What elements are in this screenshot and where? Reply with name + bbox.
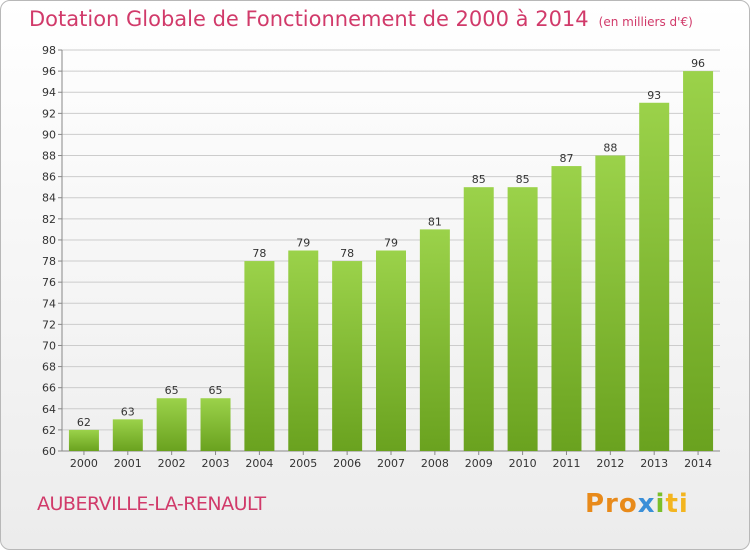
bar — [332, 261, 363, 451]
y-tick-label: 86 — [42, 171, 56, 184]
y-tick-label: 68 — [42, 361, 56, 374]
x-tick-label: 2001 — [114, 457, 142, 470]
logo-part: x — [637, 489, 656, 519]
x-tick-label: 2006 — [333, 457, 361, 470]
x-tick-label: 2003 — [202, 457, 230, 470]
bar-value-label: 85 — [472, 173, 486, 186]
bar-value-label: 78 — [252, 247, 266, 260]
bar-value-label: 63 — [121, 405, 135, 418]
bars — [68, 71, 714, 452]
bar — [112, 419, 143, 451]
bar-value-label: 65 — [165, 384, 179, 397]
bar — [683, 71, 714, 452]
x-tick-label: 2009 — [465, 457, 493, 470]
y-tick-label: 84 — [42, 192, 56, 205]
y-tick-label: 96 — [42, 65, 56, 78]
y-tick-label: 76 — [42, 276, 56, 289]
bar — [156, 398, 187, 451]
x-tick-label: 2002 — [158, 457, 186, 470]
bar — [463, 187, 494, 451]
y-tick-label: 60 — [42, 445, 56, 458]
bar-value-label: 62 — [77, 416, 91, 429]
y-tick-label: 78 — [42, 255, 56, 268]
x-tick-label: 2014 — [684, 457, 712, 470]
x-tick-label: 2008 — [421, 457, 449, 470]
bar — [376, 250, 406, 451]
x-tick-label: 2012 — [596, 457, 624, 470]
x-tick-label: 2000 — [70, 457, 98, 470]
y-tick-label: 94 — [42, 86, 56, 99]
bar-value-label: 65 — [209, 384, 223, 397]
y-tick-label: 72 — [42, 318, 56, 331]
value-labels: 62 63 65 65 78 79 78 79 81 85 85 87 88 93 96 — [77, 57, 705, 429]
x-tick-labels: 2000 2001 2002 2003 2004 2005 2006 2007 2008 2009… — [70, 457, 712, 470]
chart-subtitle: (en milliers d'€) — [598, 15, 693, 29]
y-tick-label: 90 — [42, 128, 56, 141]
bar — [68, 429, 99, 451]
bar — [639, 102, 670, 452]
y-tick-label: 62 — [42, 424, 56, 437]
logo-part: Pro — [585, 489, 638, 519]
bar — [551, 166, 582, 451]
x-tick-label: 2013 — [640, 457, 668, 470]
bar — [507, 187, 538, 451]
bar-value-label: 93 — [647, 89, 661, 102]
bar — [595, 155, 626, 452]
location-name: AUBERVILLE-LA-RENAULT — [37, 493, 266, 515]
bar — [244, 261, 275, 451]
x-tick-label: 2007 — [377, 457, 405, 470]
y-tick-label: 70 — [42, 339, 56, 352]
logo-part: i — [655, 489, 666, 519]
bar-value-label: 96 — [691, 57, 705, 70]
y-tick-label: 74 — [42, 297, 56, 310]
proxiti-logo[interactable]: Proxiti — [585, 489, 689, 519]
y-tick-label: 88 — [42, 150, 56, 163]
y-tick-label: 92 — [42, 107, 56, 120]
y-tick-label: 98 — [42, 44, 56, 57]
bar-value-label: 78 — [340, 247, 354, 260]
y-tick-labels: 60 62 64 66 68 70 72 74 76 78 80 82 84 86 88 90 92 94 96 98 — [42, 44, 56, 458]
bar — [419, 229, 450, 451]
bar-value-label: 85 — [516, 173, 530, 186]
y-tick-label: 64 — [42, 403, 56, 416]
y-tick-label: 66 — [42, 382, 56, 395]
y-tick-label: 82 — [42, 213, 56, 226]
bar — [288, 250, 319, 451]
x-tick-label: 2010 — [509, 457, 537, 470]
bar-value-label: 79 — [384, 237, 398, 250]
logo-part: ti — [665, 489, 689, 519]
x-tick-label: 2005 — [289, 457, 317, 470]
y-tick-label: 80 — [42, 234, 56, 247]
chart-title-text: Dotation Globale de Fonctionnement de 20… — [29, 7, 589, 31]
bar-value-label: 79 — [296, 237, 310, 250]
x-tick-label: 2004 — [245, 457, 273, 470]
bar-value-label: 88 — [603, 142, 617, 155]
x-tick-label: 2011 — [552, 457, 580, 470]
bar — [200, 398, 231, 451]
bar-value-label: 81 — [428, 215, 442, 228]
bar-value-label: 87 — [559, 152, 573, 165]
chart-title: Dotation Globale de Fonctionnement de 20… — [29, 7, 693, 31]
